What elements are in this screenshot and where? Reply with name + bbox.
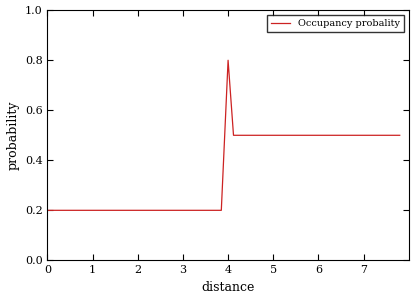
X-axis label: distance: distance xyxy=(201,281,255,294)
Occupancy probality xyxy=(226,58,231,62)
Occupancy probality xyxy=(219,208,224,212)
Occupancy probality xyxy=(397,134,402,137)
Occupancy probality xyxy=(45,208,50,212)
Occupancy probality xyxy=(231,134,236,137)
Legend: Occupancy probality: Occupancy probality xyxy=(267,15,404,32)
Y-axis label: probability: probability xyxy=(6,100,19,170)
Line: Occupancy probality: Occupancy probality xyxy=(47,60,400,210)
